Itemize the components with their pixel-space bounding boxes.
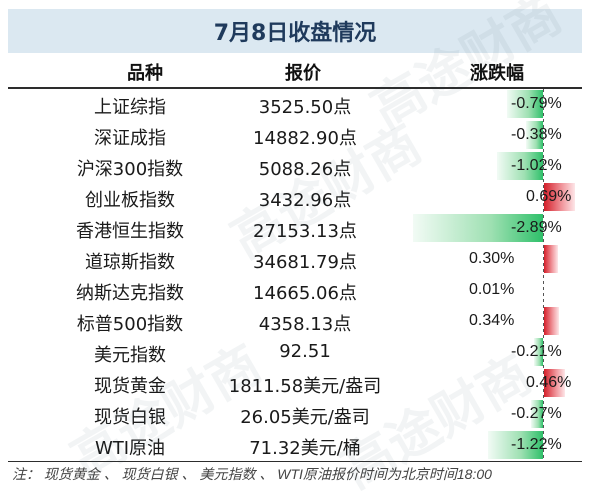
table-row: 上证综指 3525.50点 -0.79% [0,89,590,120]
row-change: -2.89% [511,219,562,236]
row-price: 26.05美元/盎司 [240,407,370,428]
row-name: 创业板指数 [85,190,175,211]
negative-change-bar [525,121,543,149]
header-divider [8,87,582,89]
row-name: 香港恒生指数 [76,221,184,242]
row-price: 3432.96点 [258,190,352,211]
row-change: 0.01% [469,281,515,298]
row-price: 4358.13点 [258,314,352,335]
negative-change-bar [507,90,543,118]
table-title: 7月8日收盘情况 [8,9,582,53]
row-price: 14882.90点 [253,128,357,149]
footnote: 注： 现货黄金 、 现货白银 、 美元指数 、 WTI原油报价时间为北京时间18… [12,466,492,482]
row-change: -0.21% [511,343,562,360]
negative-change-bar [497,152,543,180]
table-row: 美元指数 92.51 -0.21% [0,337,590,368]
table-row: 现货黄金 1811.58美元/盎司 0.46% [0,368,590,399]
row-price: 34681.79点 [253,252,357,273]
zero-axis-line [543,89,544,461]
market-rows: 上证综指 3525.50点 -0.79% 深证成指 14882.90点 -0.38% 沪深3… [0,89,590,461]
header-change: 涨跌幅 [470,63,524,84]
row-name: WTI原油 [94,438,166,459]
row-name: 沪深300指数 [76,159,184,180]
table-row: 深证成指 14882.90点 -0.38% [0,120,590,151]
row-change: 0.30% [469,250,515,267]
positive-change-bar [544,307,560,335]
table-row: 标普500指数 4358.13点 0.34% [0,306,590,337]
row-name: 美元指数 [94,345,166,366]
footer-divider [8,461,582,462]
negative-change-bar [533,338,543,366]
row-change: -0.79% [511,95,562,112]
row-price: 14665.06点 [253,283,357,304]
row-price: 27153.13点 [253,221,357,242]
row-name: 现货白银 [94,407,166,428]
header-price: 报价 [285,63,321,84]
row-name: 标普500指数 [76,314,184,335]
row-name: 纳斯达克指数 [76,283,184,304]
positive-change-bar [544,183,576,211]
row-price: 1811.58美元/盎司 [228,376,382,397]
row-name: 上证综指 [94,97,166,118]
header-name: 品种 [127,63,163,84]
row-change: -0.38% [511,126,562,143]
positive-change-bar [544,245,558,273]
row-name: 道琼斯指数 [85,252,175,273]
table-header: 品种 报价 涨跌幅 [0,56,590,86]
negative-change-bar [488,431,543,459]
table-row: 纳斯达克指数 14665.06点 0.01% [0,275,590,306]
table-row: 香港恒生指数 27153.13点 -2.89% [0,213,590,244]
row-price: 3525.50点 [258,97,352,118]
table-row: 道琼斯指数 34681.79点 0.30% [0,244,590,275]
row-name: 现货黄金 [94,376,166,397]
positive-change-bar [544,369,565,397]
negative-change-bar [530,400,543,428]
row-change: -0.27% [511,405,562,422]
row-change: -1.22% [511,436,562,453]
row-change: 0.46% [526,374,572,391]
row-name: 深证成指 [94,128,166,149]
row-change: 0.69% [526,188,572,205]
row-price: 5088.26点 [258,159,352,180]
row-price: 92.51 [279,341,331,362]
row-price: 71.32美元/桶 [249,438,361,459]
table-row: 创业板指数 3432.96点 0.69% [0,182,590,213]
negative-change-bar [412,214,543,242]
table-row: 沪深300指数 5088.26点 -1.02% [0,151,590,182]
table-row: 现货白银 26.05美元/盎司 -0.27% [0,399,590,430]
row-change: -1.02% [511,157,562,174]
table-row: WTI原油 71.32美元/桶 -1.22% [0,430,590,461]
row-change: 0.34% [469,312,515,329]
